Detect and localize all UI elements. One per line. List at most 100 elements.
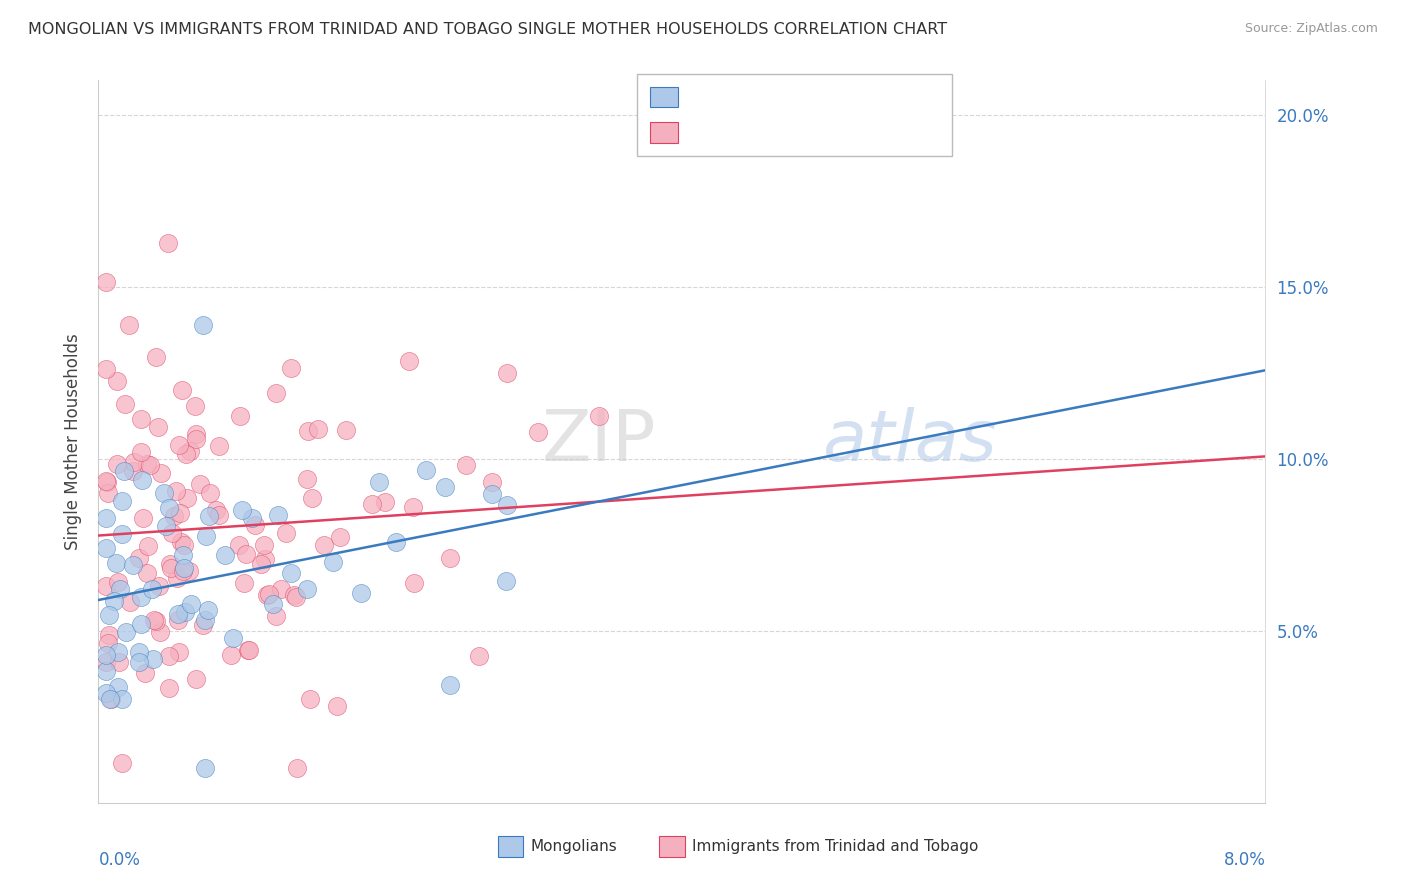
Point — [94, 511, 117, 525]
Point — [297, 471, 319, 485]
Point — [96, 686, 118, 700]
Point — [150, 466, 173, 480]
Point — [496, 498, 519, 512]
Point — [128, 645, 150, 659]
Point — [326, 698, 349, 713]
Point — [173, 560, 195, 574]
Point — [94, 475, 117, 489]
Point — [172, 565, 194, 579]
Point — [172, 383, 194, 397]
Text: Mongolians: Mongolians — [530, 839, 617, 854]
Point — [254, 551, 277, 566]
Point — [222, 631, 245, 645]
Point — [115, 624, 138, 639]
Text: 109: 109 — [841, 124, 873, 138]
Point — [157, 649, 180, 664]
Point — [176, 491, 198, 506]
Point — [208, 508, 231, 523]
Point — [135, 566, 157, 580]
Point — [94, 541, 117, 555]
Point — [231, 503, 253, 517]
Point — [160, 561, 183, 575]
Point — [110, 582, 132, 597]
Point — [481, 475, 503, 490]
Point — [94, 655, 117, 669]
Point — [194, 614, 217, 628]
Point — [468, 648, 491, 663]
Point — [301, 491, 323, 506]
Point — [148, 579, 170, 593]
Point — [527, 425, 550, 439]
Point — [361, 497, 384, 511]
Point — [208, 439, 231, 453]
Point — [280, 361, 302, 376]
Point — [481, 487, 503, 501]
Point — [94, 648, 117, 663]
Point — [198, 486, 221, 500]
Text: R = -0.067: R = -0.067 — [686, 124, 768, 138]
Point — [496, 366, 519, 380]
Point — [174, 447, 197, 461]
Point — [155, 518, 177, 533]
Point — [188, 477, 211, 491]
Point — [228, 409, 250, 424]
Text: Source: ZipAtlas.com: Source: ZipAtlas.com — [1244, 22, 1378, 36]
Point — [280, 566, 302, 581]
Text: R =: R = — [686, 88, 714, 103]
Point — [307, 422, 329, 436]
Point — [240, 511, 263, 525]
Point — [117, 318, 139, 332]
Point — [194, 529, 217, 543]
Point — [157, 235, 180, 250]
Point — [235, 547, 257, 561]
Y-axis label: Single Mother Households: Single Mother Households — [63, 334, 82, 549]
Point — [170, 534, 193, 549]
Point — [259, 587, 281, 601]
Point — [111, 494, 134, 508]
Point — [100, 692, 122, 706]
Point — [270, 582, 292, 596]
Point — [139, 458, 162, 472]
Text: 0.0%: 0.0% — [98, 851, 141, 869]
Point — [415, 463, 437, 477]
Point — [142, 613, 165, 627]
Text: 57: 57 — [841, 88, 862, 103]
Point — [184, 427, 207, 442]
Point — [219, 648, 242, 662]
Point — [205, 503, 228, 517]
Point — [97, 635, 120, 649]
Point — [103, 594, 125, 608]
Point — [98, 608, 121, 623]
Point — [374, 495, 396, 509]
Point — [314, 538, 336, 552]
Point — [94, 275, 117, 289]
Point — [131, 473, 153, 487]
Point — [169, 506, 191, 520]
Point — [454, 458, 477, 472]
Point — [439, 678, 461, 692]
Point — [163, 509, 186, 524]
Point — [112, 464, 135, 478]
Point — [105, 457, 128, 471]
Point — [238, 643, 260, 657]
Point — [94, 579, 117, 593]
Point — [129, 445, 152, 459]
Point — [335, 423, 357, 437]
Point — [264, 609, 287, 624]
Point — [108, 655, 131, 669]
Point — [402, 500, 425, 514]
Text: 8.0%: 8.0% — [1223, 851, 1265, 869]
Point — [274, 525, 297, 540]
Point — [169, 437, 191, 451]
Point — [283, 588, 305, 602]
Point — [191, 318, 214, 332]
Point — [197, 603, 219, 617]
Point — [264, 385, 287, 400]
Point — [148, 625, 170, 640]
Point — [97, 486, 120, 500]
Point — [129, 617, 152, 632]
Point — [198, 509, 221, 524]
Point — [111, 691, 134, 706]
Point — [299, 691, 322, 706]
Text: N =: N = — [794, 88, 824, 103]
